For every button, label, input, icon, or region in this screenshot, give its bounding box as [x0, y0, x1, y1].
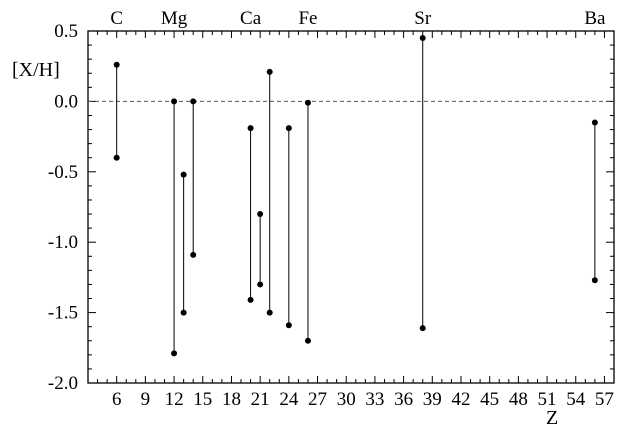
x-tick-label: 12: [165, 389, 184, 410]
range-max-point: [419, 35, 426, 42]
y-tick-label: -0.5: [48, 162, 78, 183]
x-tick-label: 36: [394, 389, 413, 410]
element-label: C: [110, 8, 123, 29]
element-label: Fe: [298, 8, 317, 29]
range-min-point: [180, 309, 187, 316]
range-min-point: [190, 251, 197, 258]
x-tick-label: 39: [423, 389, 442, 410]
x-tick-label: 54: [566, 389, 586, 410]
range-max-point: [113, 61, 120, 68]
range-min-point: [285, 322, 292, 329]
x-tick-label: 30: [337, 389, 356, 410]
range-max-point: [266, 68, 273, 75]
range-max-point: [180, 171, 187, 178]
label-layer: C Mg Ca Fe Sr Ba: [110, 8, 606, 29]
x-tick-label: 33: [365, 389, 384, 410]
element-label: Sr: [414, 8, 432, 29]
x-tick-label: 18: [222, 389, 241, 410]
range-min-point: [247, 296, 254, 303]
element-label: Mg: [161, 8, 188, 29]
x-tick-label: 51: [538, 389, 557, 410]
x-axis-label: Z: [546, 407, 558, 429]
y-axis-label: [X/H]: [12, 59, 60, 81]
x-tick-label: 24: [279, 389, 299, 410]
element-label: Ba: [584, 8, 606, 29]
x-tick-label: 6: [112, 389, 122, 410]
range-min-point: [113, 154, 120, 161]
x-tick-label: 42: [451, 389, 470, 410]
range-max-point: [247, 125, 254, 132]
range-max-point: [285, 125, 292, 132]
plot-frame: [87, 30, 615, 384]
y-tick-label: 0.5: [54, 21, 78, 42]
range-max-point: [171, 98, 178, 105]
range-min-point: [419, 325, 426, 332]
range-max-point: [257, 211, 264, 218]
x-tick-label: 15: [193, 389, 212, 410]
range-min-point: [257, 281, 264, 288]
x-tick-label: 21: [251, 389, 270, 410]
range-min-point: [266, 309, 273, 316]
range-min-point: [171, 350, 178, 357]
range-layer: [113, 35, 598, 357]
y-tick-label: -1.0: [48, 232, 78, 253]
x-tick-label: 9: [141, 389, 151, 410]
element-label: Ca: [240, 8, 262, 29]
range-min-point: [304, 337, 311, 344]
y-tick-label: -2.0: [48, 373, 78, 394]
x-tick-label: 48: [509, 389, 528, 410]
range-max-point: [304, 99, 311, 106]
y-tick-label: 0.0: [54, 91, 78, 112]
y-tick-label: -1.5: [48, 303, 78, 324]
x-tick-label: 45: [480, 389, 499, 410]
range-min-point: [591, 277, 598, 284]
x-tick-label: 57: [595, 389, 614, 410]
range-max-point: [190, 98, 197, 105]
x-tick-label: 27: [308, 389, 327, 410]
range-max-point: [591, 119, 598, 126]
ticks-layer: 6 9 12 15 18 21 24 27 30 33 36 39 42 45 48 51 54 57 0.5 0.0…: [48, 21, 614, 410]
